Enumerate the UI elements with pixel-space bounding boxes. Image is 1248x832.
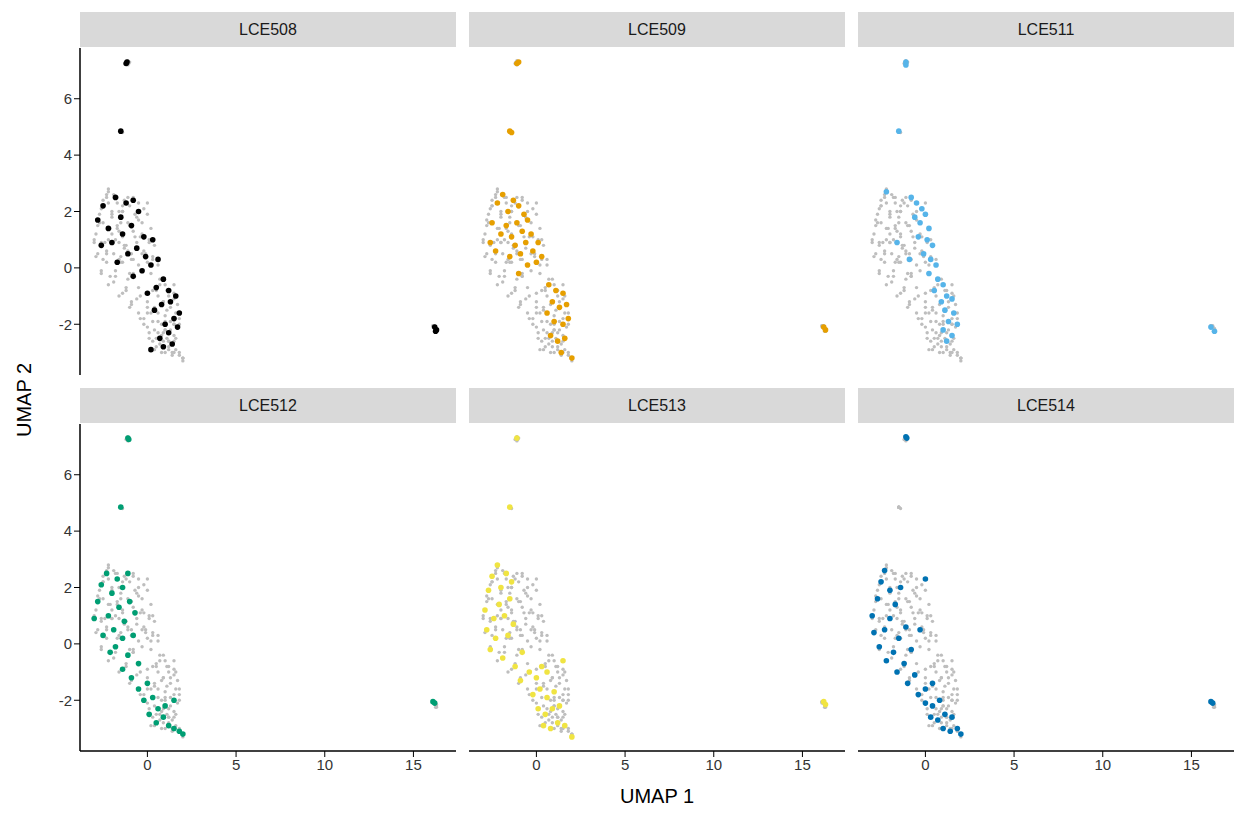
svg-text:2: 2 (64, 579, 72, 596)
svg-text:0: 0 (143, 756, 151, 773)
svg-text:6: 6 (64, 466, 72, 483)
svg-text:0: 0 (532, 756, 540, 773)
svg-text:-2: -2 (59, 316, 72, 333)
html-text:LCE508: LCE508 (239, 20, 297, 38)
svg-text:4: 4 (64, 146, 72, 163)
html-text:LCE514: LCE514 (1017, 396, 1075, 414)
html-text:LCE513: LCE513 (628, 396, 686, 414)
svg-text:10: 10 (705, 756, 722, 773)
svg-text:0: 0 (921, 756, 929, 773)
html-text:LCE512: LCE512 (239, 396, 297, 414)
html-text:UMAP 2: UMAP 2 (12, 362, 35, 438)
svg-text:10: 10 (316, 756, 333, 773)
svg-text:5: 5 (1010, 756, 1018, 773)
svg-text:5: 5 (621, 756, 629, 773)
svg-text:5: 5 (232, 756, 240, 773)
svg-text:4: 4 (64, 522, 72, 539)
svg-text:10: 10 (1094, 756, 1111, 773)
svg-text:0: 0 (64, 635, 72, 652)
svg-text:15: 15 (405, 756, 422, 773)
svg-text:-2: -2 (59, 692, 72, 709)
svg-text:15: 15 (1183, 756, 1200, 773)
html-text:UMAP 1: UMAP 1 (619, 785, 694, 807)
svg-text:6: 6 (64, 90, 72, 107)
html-text:LCE509: LCE509 (628, 20, 686, 38)
svg-text:2: 2 (64, 203, 72, 220)
svg-text:0: 0 (64, 259, 72, 276)
html-text:LCE511: LCE511 (1017, 20, 1075, 38)
svg-text:15: 15 (794, 756, 811, 773)
